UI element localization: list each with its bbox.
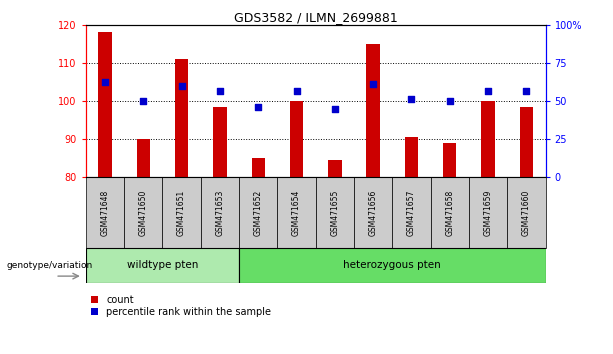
Point [368, 81, 378, 87]
Point [215, 88, 225, 94]
Text: GSM471650: GSM471650 [139, 189, 148, 236]
Text: wildtype pten: wildtype pten [127, 261, 198, 270]
Bar [124, 177, 162, 248]
Text: genotype/variation: genotype/variation [6, 261, 93, 270]
Bar [328, 160, 341, 177]
Text: GSM471651: GSM471651 [177, 189, 186, 235]
Bar [162, 177, 201, 248]
Bar [98, 33, 112, 177]
Point [483, 88, 493, 94]
Text: GSM471658: GSM471658 [445, 189, 454, 235]
Bar [201, 177, 239, 248]
Bar [290, 101, 303, 177]
Text: GSM471660: GSM471660 [522, 189, 531, 236]
Text: GSM471648: GSM471648 [101, 189, 110, 235]
Point [292, 88, 302, 94]
Text: GSM471652: GSM471652 [254, 189, 263, 235]
Bar [520, 107, 533, 177]
Point [139, 98, 148, 104]
Bar [137, 139, 150, 177]
Text: GSM471654: GSM471654 [292, 189, 301, 236]
Bar [316, 177, 354, 248]
Text: GSM471656: GSM471656 [368, 189, 378, 236]
Point [445, 98, 455, 104]
Bar [86, 177, 124, 248]
Point [253, 104, 263, 109]
Bar [481, 101, 495, 177]
Bar [213, 107, 227, 177]
Bar [175, 59, 188, 177]
Text: heterozygous pten: heterozygous pten [343, 261, 441, 270]
Text: GSM471659: GSM471659 [484, 189, 493, 236]
Title: GDS3582 / ILMN_2699881: GDS3582 / ILMN_2699881 [234, 11, 398, 24]
Bar [443, 143, 457, 177]
Point [177, 83, 186, 88]
Bar [367, 44, 380, 177]
Point [100, 79, 110, 85]
Legend: count, percentile rank within the sample: count, percentile rank within the sample [91, 295, 271, 317]
Bar [405, 137, 418, 177]
Bar [239, 248, 546, 283]
Point [330, 105, 340, 111]
Bar [392, 177, 430, 248]
Bar [508, 177, 546, 248]
Point [522, 88, 531, 94]
Bar [251, 158, 265, 177]
Bar [86, 248, 239, 283]
Bar [469, 177, 508, 248]
Text: GSM471655: GSM471655 [330, 189, 340, 236]
Bar [430, 177, 469, 248]
Text: GSM471653: GSM471653 [215, 189, 224, 236]
Bar [239, 177, 277, 248]
Bar [354, 177, 392, 248]
Point [406, 96, 416, 102]
Text: GSM471657: GSM471657 [407, 189, 416, 236]
Bar [277, 177, 316, 248]
